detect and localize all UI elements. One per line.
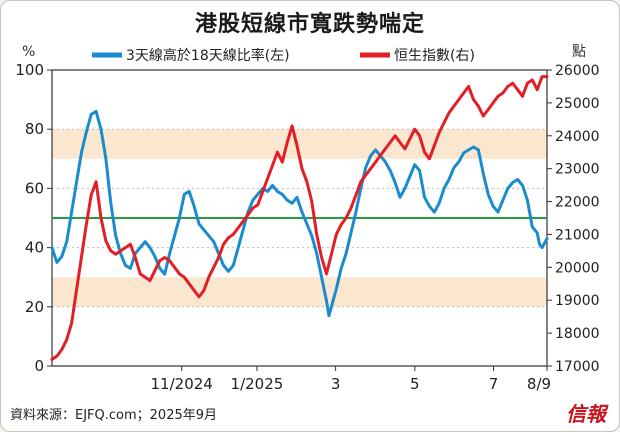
left-tick-label: 80 [25, 120, 44, 138]
x-tick-label: 3 [331, 375, 341, 393]
x-tick-label: 8/9 [527, 375, 551, 393]
right-tick-label: 22000 [555, 195, 600, 211]
shaded-band-1 [52, 277, 547, 307]
left-tick-label: 100 [15, 61, 44, 79]
left-tick-label: 40 [25, 239, 44, 257]
right-tick-label: 17000 [555, 359, 600, 375]
legend-label-breadth: 3天線高於18天線比率(左) [126, 47, 290, 64]
right-tick-label: 24000 [555, 129, 600, 145]
series-line-hsi [50, 75, 549, 361]
left-tick-label: 20 [25, 298, 44, 316]
right-tick-label: 21000 [555, 227, 600, 243]
left-axis-unit: % [22, 44, 35, 60]
right-tick-label: 26000 [555, 63, 600, 79]
right-tick-label: 20000 [555, 260, 600, 276]
x-tick-label: 7 [489, 375, 499, 393]
brand-logo: 信報 [566, 402, 606, 426]
right-tick-label: 18000 [555, 326, 600, 342]
left-tick-label: 0 [34, 357, 44, 375]
right-axis-unit: 點 [572, 44, 586, 60]
series-line-breadth [50, 109, 549, 318]
right-tick-label: 25000 [555, 96, 600, 112]
plot-area: 0 20 40 60 80 100 17000 18000 19000 20000 21000 220… [15, 61, 599, 393]
legend-label-hsi: 恒生指數(右) [394, 48, 475, 64]
source-note: 資料來源：EJFQ.com；2025年9月 [10, 408, 218, 423]
x-tick-label: 5 [410, 375, 420, 393]
right-tick-label: 23000 [555, 162, 600, 178]
chart-title: 港股短線市寬跌勢喘定 [194, 12, 425, 37]
left-tick-label: 60 [25, 179, 44, 197]
right-tick-label: 19000 [555, 293, 600, 309]
x-tick-label: 11/2024 [151, 375, 213, 393]
x-tick-label: 1/2025 [231, 375, 284, 393]
